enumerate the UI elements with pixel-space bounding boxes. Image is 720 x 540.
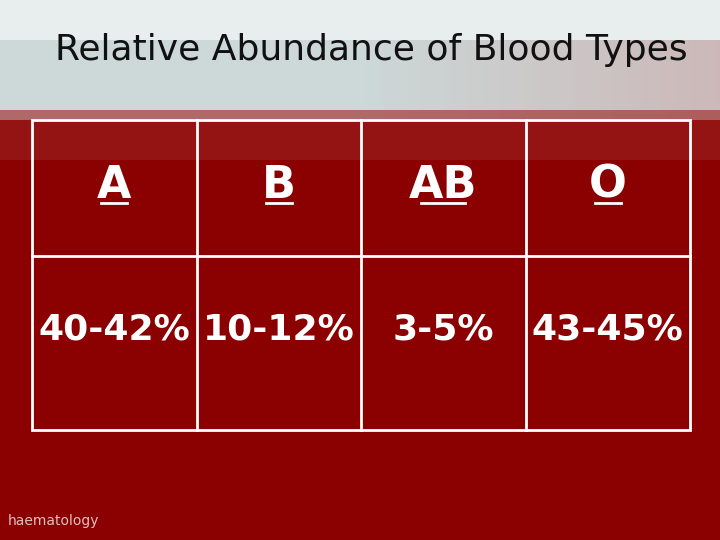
Bar	[396, 0, 402, 120]
Bar	[636, 0, 642, 120]
Bar	[702, 0, 708, 120]
Bar	[432, 0, 438, 120]
Bar	[504, 0, 510, 120]
Bar	[528, 0, 534, 120]
Bar	[696, 0, 702, 120]
Bar	[612, 0, 618, 120]
Bar	[654, 0, 660, 120]
Bar	[0, 0, 720, 40]
Bar	[0, 110, 720, 160]
Text: haematology: haematology	[8, 514, 99, 528]
Bar	[522, 0, 528, 120]
Bar	[714, 0, 720, 120]
Bar	[468, 0, 474, 120]
Bar	[0, 0, 720, 120]
Bar	[690, 0, 696, 120]
Text: 3-5%: 3-5%	[392, 312, 494, 346]
Bar	[678, 0, 684, 120]
Bar	[486, 0, 492, 120]
Bar	[630, 0, 636, 120]
Bar	[408, 0, 414, 120]
Bar	[606, 0, 612, 120]
Bar	[660, 0, 666, 120]
Text: AB: AB	[409, 164, 477, 207]
Bar	[594, 0, 600, 120]
Bar	[492, 0, 498, 120]
Bar	[0, 120, 720, 540]
Bar	[642, 0, 648, 120]
Bar	[366, 0, 372, 120]
Bar	[564, 0, 570, 120]
Bar	[32, 120, 690, 430]
Bar	[438, 0, 444, 120]
Bar	[624, 0, 630, 120]
Bar	[480, 0, 486, 120]
Bar	[360, 0, 366, 120]
Bar	[444, 0, 450, 120]
Text: 40-42%: 40-42%	[38, 312, 190, 346]
Bar	[558, 0, 564, 120]
Bar	[576, 0, 582, 120]
Bar	[666, 0, 672, 120]
Bar	[474, 0, 480, 120]
Bar	[618, 0, 624, 120]
Text: Relative Abundance of Blood Types: Relative Abundance of Blood Types	[55, 33, 688, 67]
Text: A: A	[97, 164, 132, 207]
Bar	[648, 0, 654, 120]
Bar	[498, 0, 504, 120]
Bar	[426, 0, 432, 120]
Bar	[588, 0, 594, 120]
Text: B: B	[262, 164, 296, 207]
Bar	[708, 0, 714, 120]
Bar	[390, 0, 396, 120]
Bar	[420, 0, 426, 120]
Bar	[456, 0, 462, 120]
Bar	[372, 0, 378, 120]
Text: O: O	[589, 164, 626, 207]
Bar	[552, 0, 558, 120]
Bar	[378, 0, 384, 120]
Bar	[414, 0, 420, 120]
Bar	[462, 0, 468, 120]
Bar	[672, 0, 678, 120]
Bar	[384, 0, 390, 120]
Bar	[534, 0, 540, 120]
Bar	[540, 0, 546, 120]
Text: 43-45%: 43-45%	[532, 312, 683, 346]
Text: 10-12%: 10-12%	[203, 312, 355, 346]
Bar	[402, 0, 408, 120]
Bar	[582, 0, 588, 120]
Bar	[570, 0, 576, 120]
Bar	[546, 0, 552, 120]
Bar	[516, 0, 522, 120]
Bar	[510, 0, 516, 120]
Bar	[684, 0, 690, 120]
Bar	[450, 0, 456, 120]
Bar	[600, 0, 606, 120]
